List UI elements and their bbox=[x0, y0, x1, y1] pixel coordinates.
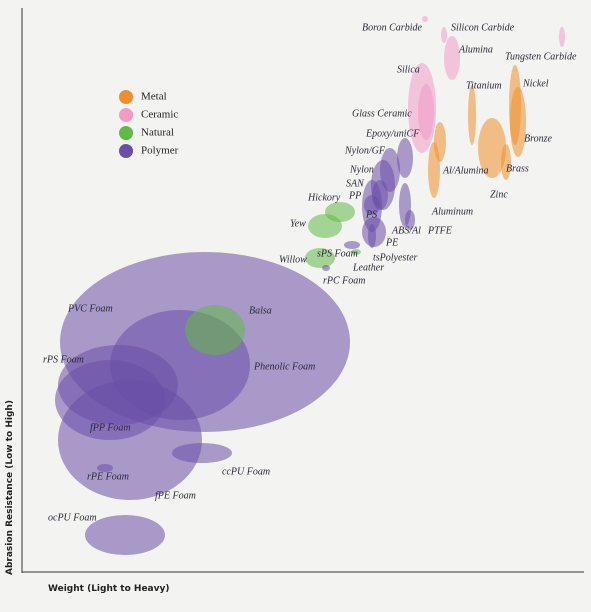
material-label: fPE Foam bbox=[155, 490, 196, 501]
legend-swatch bbox=[119, 108, 133, 122]
material-bubble bbox=[405, 210, 415, 230]
legend-label: Ceramic bbox=[141, 109, 178, 121]
material-bubble bbox=[368, 224, 376, 248]
material-label: fPP Foam bbox=[90, 422, 131, 433]
material-label: Phenolic Foam bbox=[253, 361, 315, 372]
material-label: Glass Ceramic bbox=[352, 108, 412, 119]
material-bubble bbox=[468, 85, 476, 145]
material-label: Leather bbox=[352, 262, 384, 273]
material-bubble bbox=[325, 202, 355, 222]
material-label: Brass bbox=[506, 163, 529, 174]
material-label: Tungsten Carbide bbox=[505, 51, 577, 62]
material-label: Al/Alumina bbox=[442, 165, 489, 176]
material-bubble bbox=[344, 241, 360, 249]
material-label: sPS Foam bbox=[317, 248, 358, 259]
material-label: ABS/Al bbox=[391, 225, 421, 236]
material-label: rPE Foam bbox=[87, 471, 129, 482]
material-bubble bbox=[478, 118, 506, 178]
material-label: Alumina bbox=[458, 44, 493, 55]
material-label: ccPU Foam bbox=[222, 466, 270, 477]
legend-swatch bbox=[119, 144, 133, 158]
material-label: Silicon Carbide bbox=[451, 22, 515, 33]
material-bubble bbox=[441, 27, 447, 43]
material-label: Nickel bbox=[522, 78, 549, 89]
material-label: PS bbox=[365, 209, 377, 220]
legend: Metal Ceramic Natural Polymer bbox=[119, 90, 179, 158]
material-bubble bbox=[322, 265, 330, 271]
material-label: Balsa bbox=[249, 305, 272, 316]
material-label: Boron Carbide bbox=[362, 22, 422, 33]
material-bubble bbox=[85, 515, 165, 555]
material-label: Hickory bbox=[307, 192, 341, 203]
legend-swatch bbox=[119, 126, 133, 140]
material-label: Silica bbox=[397, 64, 420, 75]
material-bubble bbox=[501, 144, 511, 180]
bubbles bbox=[55, 16, 565, 555]
material-bubble bbox=[422, 16, 428, 22]
material-bubble bbox=[509, 65, 521, 145]
material-label: Aluminum bbox=[431, 206, 473, 217]
material-bubble bbox=[97, 464, 113, 472]
material-label: PE bbox=[385, 237, 398, 248]
material-label: tsPolyester bbox=[373, 252, 418, 263]
x-axis-title: Weight (Light to Heavy) bbox=[48, 584, 169, 594]
material-bubble bbox=[364, 195, 380, 215]
material-label: Yew bbox=[290, 218, 306, 229]
material-label: Nylon bbox=[349, 164, 374, 175]
material-bubble bbox=[172, 443, 232, 463]
y-axis-title: Abrasion Resistance (Low to High) bbox=[5, 400, 15, 575]
material-label: rPC Foam bbox=[323, 275, 366, 286]
material-label: Willow bbox=[279, 254, 307, 265]
material-bubble bbox=[305, 248, 335, 268]
legend-label: Polymer bbox=[141, 145, 179, 157]
material-label: PVC Foam bbox=[67, 303, 113, 314]
material-bubble bbox=[434, 122, 446, 162]
legend-swatch bbox=[119, 90, 133, 104]
material-bubble bbox=[351, 249, 361, 255]
material-label: Titanium bbox=[466, 80, 502, 91]
material-label: Epoxy/uniCF bbox=[365, 128, 420, 139]
material-bubble bbox=[55, 360, 165, 440]
material-bubble bbox=[418, 84, 434, 140]
material-label: PP bbox=[348, 190, 361, 201]
material-bubble bbox=[380, 148, 400, 192]
material-bubble bbox=[397, 138, 413, 178]
material-label: SAN bbox=[346, 178, 365, 189]
material-label: ocPU Foam bbox=[48, 512, 97, 523]
material-bubble bbox=[444, 36, 460, 80]
material-label: rPS Foam bbox=[43, 354, 84, 365]
labels: Titanium Nickel Bronze Brass Zinc Al/Alumina A… bbox=[43, 22, 577, 523]
material-label: Zinc bbox=[490, 189, 508, 200]
legend-label: Metal bbox=[141, 91, 167, 103]
legend-label: Natural bbox=[141, 127, 174, 139]
material-label: Nylon/GF bbox=[344, 145, 386, 156]
material-label: Bronze bbox=[524, 133, 553, 144]
material-bubble bbox=[559, 27, 565, 47]
material-bubble bbox=[185, 305, 245, 355]
material-label: PTFE bbox=[427, 225, 452, 236]
